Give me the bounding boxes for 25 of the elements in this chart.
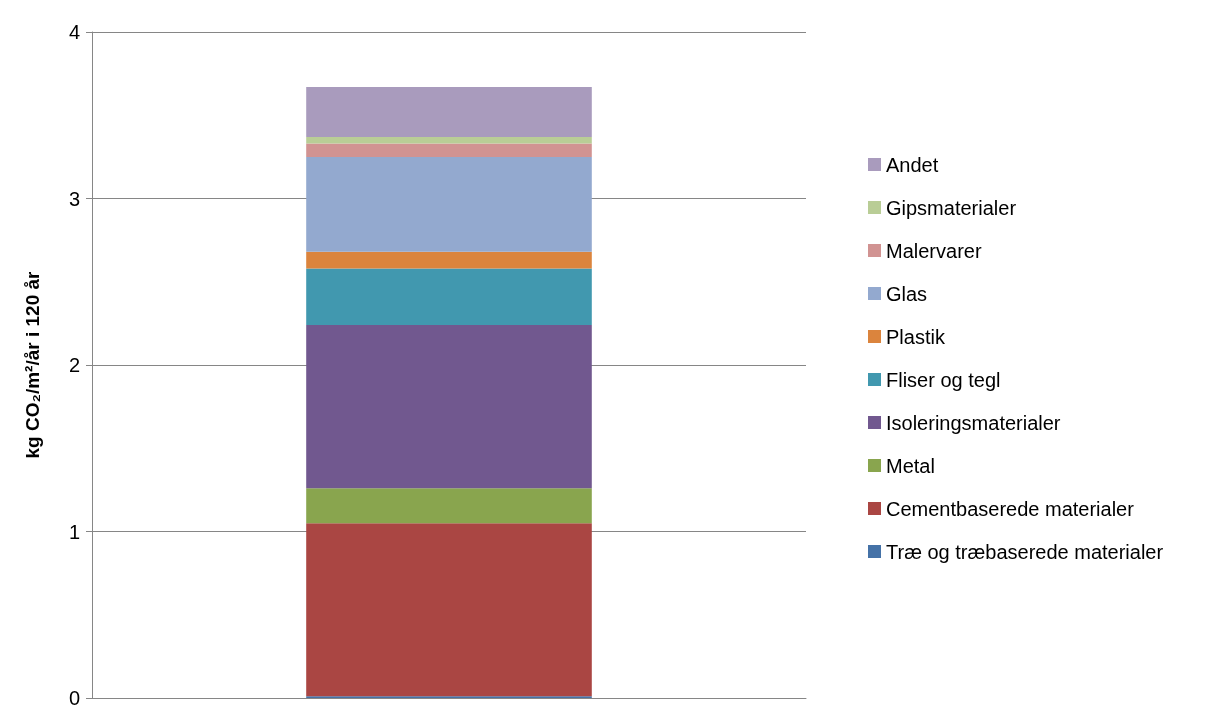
y-tick-label: 0 [68, 687, 80, 708]
legend-label: Metal [886, 454, 935, 477]
bar [306, 143, 592, 157]
bar [306, 523, 592, 697]
y-axis-title: kg CO₂/m²/år i 120 år [22, 270, 43, 459]
legend-label: Isoleringsmaterialer [886, 411, 1061, 434]
y-tick-label: 1 [68, 520, 80, 543]
legend-label: Malervarer [886, 239, 982, 262]
legend-label: Plastik [886, 325, 946, 348]
legend-label: Gipsmaterialer [886, 196, 1017, 219]
y-tick-label: 2 [68, 354, 80, 376]
bar [306, 136, 592, 144]
bar [306, 268, 592, 326]
legend-label: Træ og træbaserede materialer [886, 540, 1164, 563]
legend-label: Glas [886, 282, 928, 305]
legend-label: Andet [886, 153, 939, 176]
bar [306, 325, 592, 489]
legend-label: Fliser og tegl [886, 368, 1001, 391]
bar [306, 251, 592, 269]
legend-label: Cementbaserede materialer [886, 497, 1135, 520]
y-tick-label: 3 [68, 187, 80, 210]
bar [306, 86, 592, 137]
bar [306, 488, 592, 524]
bar [306, 156, 592, 252]
y-tick-label: 4 [68, 21, 80, 43]
